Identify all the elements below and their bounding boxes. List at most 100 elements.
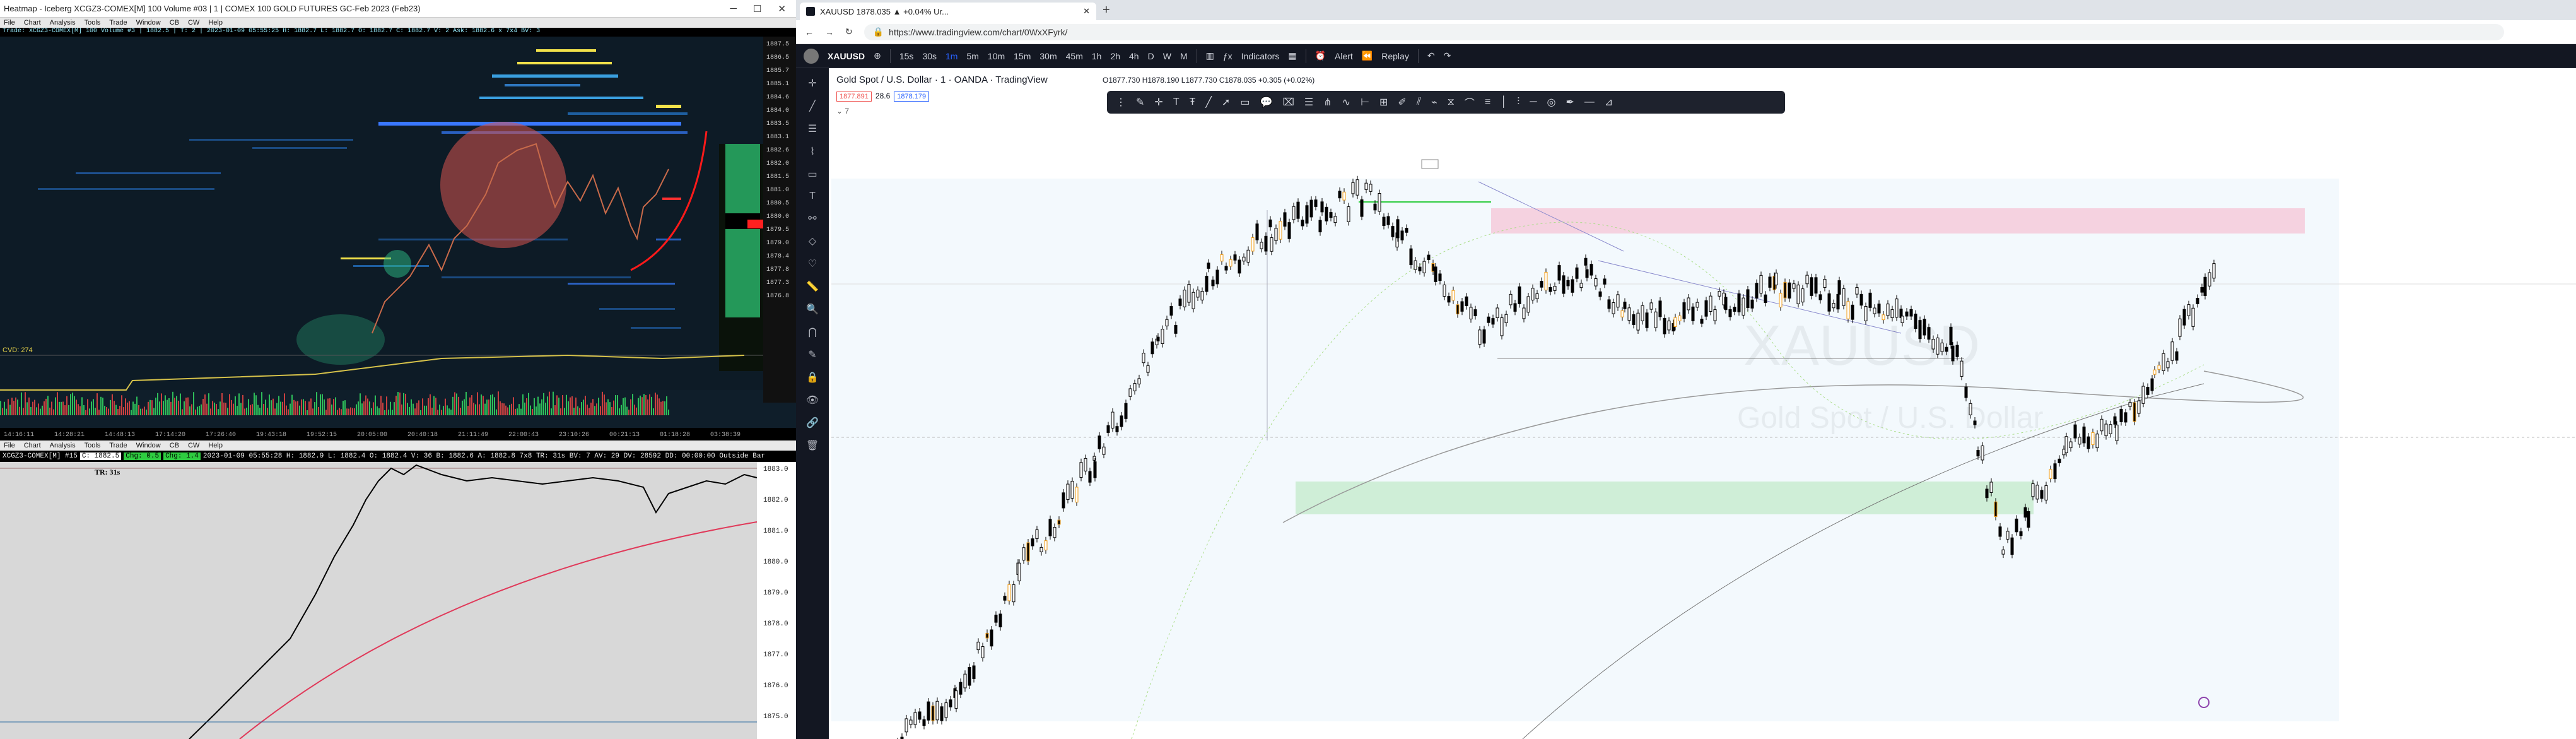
- pattern-icon[interactable]: ⌇: [810, 146, 815, 157]
- forecast-icon[interactable]: ⚯: [808, 213, 817, 224]
- stay-drawing-icon[interactable]: ✎: [808, 350, 817, 360]
- undo-icon[interactable]: ↶: [1427, 50, 1435, 61]
- shapes-icon[interactable]: ◇: [808, 236, 817, 247]
- menu-chart[interactable]: Chart: [23, 442, 41, 449]
- menu-cb[interactable]: CB: [169, 442, 180, 449]
- price-label-icon[interactable]: ⌧: [1282, 97, 1294, 108]
- url-field[interactable]: 🔒 https://www.tradingview.com/chart/0WxX…: [864, 23, 2504, 40]
- tf-15s[interactable]: 15s: [899, 50, 914, 61]
- tf-4h[interactable]: 4h: [1129, 50, 1139, 61]
- ask-price[interactable]: 1878.179: [894, 92, 930, 102]
- tf-30s[interactable]: 30s: [922, 50, 937, 61]
- tf-15m[interactable]: 15m: [1014, 50, 1031, 61]
- fib-channel-icon[interactable]: ⫽: [1416, 97, 1421, 107]
- menu-analysis[interactable]: Analysis: [49, 442, 76, 449]
- fib-icon[interactable]: ☰: [807, 124, 817, 134]
- menu-window[interactable]: Window: [136, 442, 161, 449]
- favorites-icon[interactable]: ♡: [807, 259, 817, 269]
- text-icon[interactable]: T: [809, 191, 816, 201]
- highlighter-icon[interactable]: ✒: [1566, 97, 1574, 108]
- heatmap-chart[interactable]: CVD: 274 1887.51886.51885.71885.11884.61…: [0, 37, 796, 439]
- reload-icon[interactable]: ↻: [845, 27, 853, 37]
- tf-5m[interactable]: 5m: [966, 50, 979, 61]
- tf-2h[interactable]: 2h: [1110, 50, 1121, 61]
- indicators-toggle[interactable]: ⌄ 7: [836, 107, 850, 115]
- redo-icon[interactable]: ↷: [1443, 50, 1451, 61]
- horizontal-line-icon[interactable]: ─: [1530, 97, 1537, 107]
- crosshair-icon[interactable]: ✛: [808, 78, 817, 89]
- forward-icon[interactable]: →: [825, 27, 834, 37]
- comment-icon[interactable]: 💬: [1260, 97, 1273, 108]
- tf-10m[interactable]: 10m: [987, 50, 1005, 61]
- menu-trade[interactable]: Trade: [109, 442, 127, 449]
- trendline-icon[interactable]: ╱: [809, 101, 816, 112]
- menu-cb[interactable]: CB: [169, 19, 180, 27]
- vertical-line-icon[interactable]: ⫶: [1517, 97, 1520, 107]
- cursor-icon[interactable]: ✛: [1154, 97, 1163, 108]
- tf-45m[interactable]: 45m: [1065, 50, 1083, 61]
- trash-icon[interactable]: 🗑: [805, 440, 819, 451]
- ruler-icon[interactable]: 📏: [806, 281, 819, 292]
- brush-icon[interactable]: ✎: [1136, 97, 1145, 108]
- tab-tradingview[interactable]: XAUUSD 1878.035 ▲ +0.04% Ur... ✕: [800, 3, 1096, 20]
- bid-price[interactable]: 1877.891: [836, 92, 872, 102]
- anchored-text-icon[interactable]: Ŧ: [1189, 97, 1196, 107]
- compare-icon[interactable]: ⊕: [874, 50, 881, 61]
- tf-1m[interactable]: 1m: [946, 50, 958, 61]
- ruler-icon[interactable]: ⊿: [1604, 97, 1613, 108]
- tf-30m[interactable]: 30m: [1039, 50, 1057, 61]
- tf-D[interactable]: D: [1147, 50, 1154, 61]
- drag-handle-icon[interactable]: ⋮: [1116, 97, 1126, 108]
- close-icon[interactable]: ✕: [778, 3, 786, 15]
- user-avatar-icon[interactable]: [804, 48, 819, 64]
- sierra-chart[interactable]: TR: 31s 1883.01882.01881.01880.01879.018…: [0, 462, 796, 739]
- tf-W[interactable]: W: [1162, 50, 1171, 61]
- tab-close-icon[interactable]: ✕: [1083, 6, 1090, 16]
- indicators-button[interactable]: Indicators: [1241, 50, 1280, 61]
- templates-icon[interactable]: ▦: [1288, 50, 1297, 61]
- list-icon[interactable]: ≡: [1484, 97, 1491, 107]
- elliott-icon[interactable]: ⧖: [1447, 97, 1455, 107]
- callout-icon[interactable]: ▭: [1240, 97, 1250, 108]
- hide-icon[interactable]: 👁: [805, 395, 819, 406]
- menu-trade[interactable]: Trade: [109, 19, 127, 27]
- menu-chart[interactable]: Chart: [23, 19, 41, 27]
- zoom-icon[interactable]: 🔍: [806, 304, 819, 315]
- menu-file[interactable]: File: [4, 442, 15, 449]
- text-tool-icon[interactable]: T: [1173, 97, 1180, 107]
- maximize-icon[interactable]: ☐: [752, 3, 762, 15]
- line-icon[interactable]: ╱: [1205, 97, 1212, 108]
- pitchfork-icon[interactable]: ⋔: [1323, 97, 1332, 108]
- menu-cw[interactable]: CW: [188, 19, 200, 27]
- tradingview-chart[interactable]: XAUUSD Gold Spot / U.S. Dollar: [829, 68, 2576, 739]
- minimize-icon[interactable]: ─: [730, 3, 737, 14]
- menu-help[interactable]: Help: [208, 19, 223, 27]
- symbol-search[interactable]: XAUUSD: [828, 50, 865, 61]
- menu-tools[interactable]: Tools: [84, 442, 101, 449]
- lock-drawings-icon[interactable]: 🔒: [806, 372, 819, 383]
- menu-tools[interactable]: Tools: [84, 19, 101, 27]
- back-icon[interactable]: ←: [805, 27, 814, 37]
- menu-help[interactable]: Help: [208, 442, 223, 449]
- arrow-icon[interactable]: ➚: [1222, 97, 1231, 108]
- tf-1h[interactable]: 1h: [1091, 50, 1102, 61]
- alert-button[interactable]: Alert: [1335, 50, 1353, 61]
- menu-file[interactable]: File: [4, 19, 15, 27]
- minus-icon[interactable]: —: [1584, 97, 1595, 107]
- measure-icon[interactable]: ⊞: [1379, 97, 1388, 108]
- magnet-icon[interactable]: ⋂: [808, 327, 817, 338]
- eyedropper-icon[interactable]: ✐: [1398, 97, 1407, 108]
- wave-icon[interactable]: ⌁: [1431, 97, 1437, 108]
- chart-type-icon[interactable]: ▥: [1205, 50, 1214, 61]
- fib-retracement-icon[interactable]: ☰: [1304, 97, 1314, 108]
- path-icon[interactable]: ∿: [1342, 97, 1351, 108]
- menu-analysis[interactable]: Analysis: [49, 19, 76, 27]
- link-icon[interactable]: 🔗: [806, 418, 819, 429]
- range-icon[interactable]: ⊢: [1361, 97, 1369, 108]
- rectangle-icon[interactable]: ▭: [807, 169, 817, 180]
- circle-icon[interactable]: ◎: [1547, 97, 1556, 108]
- new-tab-icon[interactable]: +: [1103, 3, 1110, 17]
- replay-button[interactable]: Replay: [1381, 50, 1409, 61]
- menu-cw[interactable]: CW: [188, 442, 200, 449]
- menu-window[interactable]: Window: [136, 19, 161, 27]
